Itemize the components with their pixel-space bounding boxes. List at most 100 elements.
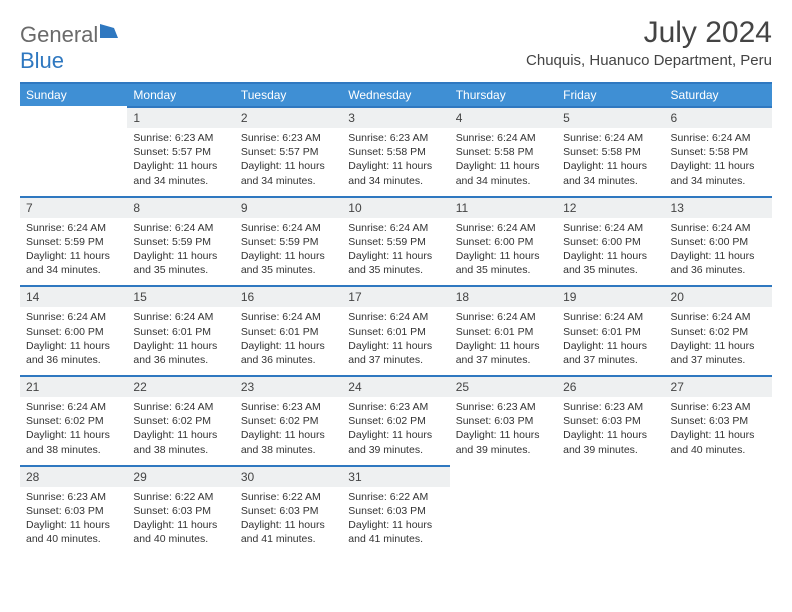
day-body: Sunrise: 6:24 AMSunset: 6:00 PMDaylight:… <box>450 218 557 286</box>
daylight-text: and 37 minutes. <box>563 353 658 367</box>
sunset-text: Sunset: 6:02 PM <box>348 414 443 428</box>
calendar-cell: 23Sunrise: 6:23 AMSunset: 6:02 PMDayligh… <box>235 375 342 465</box>
day-header: Tuesday <box>235 83 342 106</box>
day-header: Monday <box>127 83 234 106</box>
calendar-cell: 18Sunrise: 6:24 AMSunset: 6:01 PMDayligh… <box>450 285 557 375</box>
day-number: 23 <box>235 375 342 397</box>
calendar-cell: 25Sunrise: 6:23 AMSunset: 6:03 PMDayligh… <box>450 375 557 465</box>
sail-icon <box>100 24 118 38</box>
daylight-text: and 36 minutes. <box>26 353 121 367</box>
daylight-text: and 38 minutes. <box>26 443 121 457</box>
sunrise-text: Sunrise: 6:24 AM <box>241 310 336 324</box>
daylight-text: Daylight: 11 hours <box>133 518 228 532</box>
calendar-week-row: 7Sunrise: 6:24 AMSunset: 5:59 PMDaylight… <box>20 196 772 286</box>
day-number: 9 <box>235 196 342 218</box>
sunset-text: Sunset: 5:57 PM <box>133 145 228 159</box>
sunrise-text: Sunrise: 6:23 AM <box>133 131 228 145</box>
calendar-cell: 8Sunrise: 6:24 AMSunset: 5:59 PMDaylight… <box>127 196 234 286</box>
sunrise-text: Sunrise: 6:24 AM <box>133 310 228 324</box>
day-body: Sunrise: 6:23 AMSunset: 6:03 PMDaylight:… <box>665 397 772 465</box>
sunrise-text: Sunrise: 6:22 AM <box>241 490 336 504</box>
day-number: 13 <box>665 196 772 218</box>
calendar-cell: 24Sunrise: 6:23 AMSunset: 6:02 PMDayligh… <box>342 375 449 465</box>
daylight-text: Daylight: 11 hours <box>456 428 551 442</box>
calendar-cell: 28Sunrise: 6:23 AMSunset: 6:03 PMDayligh… <box>20 465 127 555</box>
sunrise-text: Sunrise: 6:24 AM <box>456 131 551 145</box>
daylight-text: and 38 minutes. <box>241 443 336 457</box>
day-number: 17 <box>342 285 449 307</box>
sunrise-text: Sunrise: 6:22 AM <box>133 490 228 504</box>
sunrise-text: Sunrise: 6:24 AM <box>563 310 658 324</box>
month-title: July 2024 <box>526 16 772 50</box>
day-number: 27 <box>665 375 772 397</box>
sunset-text: Sunset: 6:02 PM <box>671 325 766 339</box>
sunrise-text: Sunrise: 6:23 AM <box>456 400 551 414</box>
sunset-text: Sunset: 5:59 PM <box>26 235 121 249</box>
day-header: Thursday <box>450 83 557 106</box>
daylight-text: Daylight: 11 hours <box>348 518 443 532</box>
sunset-text: Sunset: 6:02 PM <box>241 414 336 428</box>
sunset-text: Sunset: 6:00 PM <box>26 325 121 339</box>
day-body: Sunrise: 6:24 AMSunset: 5:59 PMDaylight:… <box>235 218 342 286</box>
day-body: Sunrise: 6:24 AMSunset: 6:00 PMDaylight:… <box>557 218 664 286</box>
daylight-text: Daylight: 11 hours <box>671 428 766 442</box>
sunset-text: Sunset: 6:00 PM <box>456 235 551 249</box>
day-number: 25 <box>450 375 557 397</box>
day-body: Sunrise: 6:24 AMSunset: 6:02 PMDaylight:… <box>665 307 772 375</box>
sunrise-text: Sunrise: 6:24 AM <box>456 310 551 324</box>
calendar-cell: . <box>20 106 127 196</box>
daylight-text: Daylight: 11 hours <box>671 159 766 173</box>
day-number: 18 <box>450 285 557 307</box>
calendar-cell: . <box>557 465 664 555</box>
day-number: 8 <box>127 196 234 218</box>
sunset-text: Sunset: 6:03 PM <box>241 504 336 518</box>
day-body: Sunrise: 6:23 AMSunset: 6:02 PMDaylight:… <box>235 397 342 465</box>
day-body: Sunrise: 6:23 AMSunset: 6:03 PMDaylight:… <box>20 487 127 555</box>
day-number: 7 <box>20 196 127 218</box>
sunrise-text: Sunrise: 6:24 AM <box>456 221 551 235</box>
daylight-text: and 39 minutes. <box>456 443 551 457</box>
day-number: 11 <box>450 196 557 218</box>
calendar-cell: 1Sunrise: 6:23 AMSunset: 5:57 PMDaylight… <box>127 106 234 196</box>
calendar-cell: 3Sunrise: 6:23 AMSunset: 5:58 PMDaylight… <box>342 106 449 196</box>
daylight-text: Daylight: 11 hours <box>26 339 121 353</box>
daylight-text: Daylight: 11 hours <box>241 339 336 353</box>
sunset-text: Sunset: 6:01 PM <box>563 325 658 339</box>
daylight-text: Daylight: 11 hours <box>456 159 551 173</box>
calendar-cell: 10Sunrise: 6:24 AMSunset: 5:59 PMDayligh… <box>342 196 449 286</box>
calendar-cell: 2Sunrise: 6:23 AMSunset: 5:57 PMDaylight… <box>235 106 342 196</box>
day-body: Sunrise: 6:24 AMSunset: 6:02 PMDaylight:… <box>127 397 234 465</box>
daylight-text: Daylight: 11 hours <box>241 249 336 263</box>
daylight-text: Daylight: 11 hours <box>348 159 443 173</box>
day-number: 26 <box>557 375 664 397</box>
daylight-text: and 38 minutes. <box>133 443 228 457</box>
sunset-text: Sunset: 6:01 PM <box>348 325 443 339</box>
day-body: Sunrise: 6:23 AMSunset: 6:03 PMDaylight:… <box>450 397 557 465</box>
day-number: 14 <box>20 285 127 307</box>
day-number: 3 <box>342 106 449 128</box>
daylight-text: and 36 minutes. <box>241 353 336 367</box>
day-body: Sunrise: 6:24 AMSunset: 5:59 PMDaylight:… <box>127 218 234 286</box>
daylight-text: Daylight: 11 hours <box>241 428 336 442</box>
day-number: 12 <box>557 196 664 218</box>
calendar-cell: 20Sunrise: 6:24 AMSunset: 6:02 PMDayligh… <box>665 285 772 375</box>
calendar-cell: 19Sunrise: 6:24 AMSunset: 6:01 PMDayligh… <box>557 285 664 375</box>
day-body: Sunrise: 6:24 AMSunset: 6:01 PMDaylight:… <box>235 307 342 375</box>
day-number: 28 <box>20 465 127 487</box>
day-number: 4 <box>450 106 557 128</box>
brand-logo: GeneralBlue <box>20 16 118 74</box>
day-number: 16 <box>235 285 342 307</box>
sunset-text: Sunset: 5:59 PM <box>241 235 336 249</box>
calendar-cell: . <box>450 465 557 555</box>
daylight-text: Daylight: 11 hours <box>26 518 121 532</box>
day-body: Sunrise: 6:23 AMSunset: 5:57 PMDaylight:… <box>127 128 234 196</box>
daylight-text: Daylight: 11 hours <box>456 339 551 353</box>
daylight-text: Daylight: 11 hours <box>348 428 443 442</box>
sunrise-text: Sunrise: 6:24 AM <box>241 221 336 235</box>
calendar-cell: 29Sunrise: 6:22 AMSunset: 6:03 PMDayligh… <box>127 465 234 555</box>
daylight-text: and 34 minutes. <box>348 174 443 188</box>
daylight-text: and 35 minutes. <box>348 263 443 277</box>
sunset-text: Sunset: 6:03 PM <box>456 414 551 428</box>
daylight-text: Daylight: 11 hours <box>563 159 658 173</box>
daylight-text: Daylight: 11 hours <box>26 249 121 263</box>
